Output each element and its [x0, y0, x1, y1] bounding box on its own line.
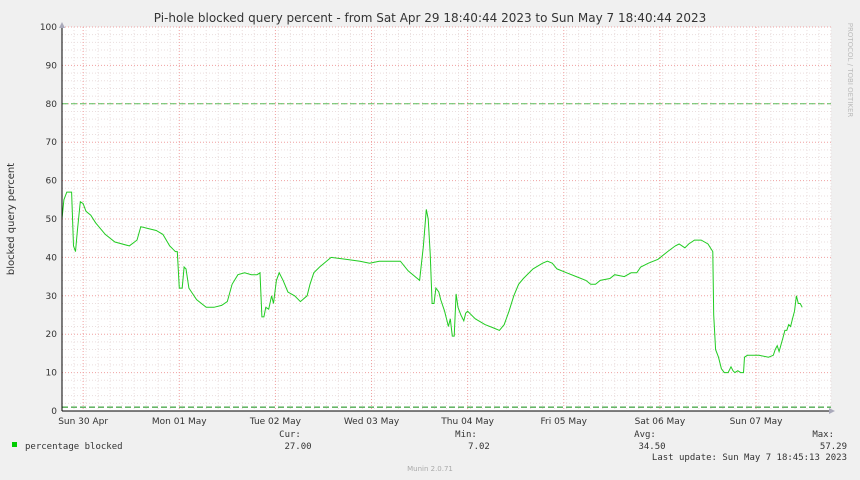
x-tick-label: Thu 04 May: [440, 417, 494, 427]
y-tick-label: 10: [46, 369, 58, 379]
y-tick-label: 70: [46, 138, 58, 148]
legend-swatch: [12, 442, 17, 447]
chart-title: Pi-hole blocked query percent - from Sat…: [154, 11, 707, 25]
y-axis-ticks: 0 10 20 30 40 50 60 70 80 90 100: [40, 23, 57, 417]
y-tick-label: 20: [46, 330, 58, 340]
y-tick-label: 30: [46, 292, 58, 302]
x-tick-label: Fri 05 May: [541, 417, 588, 427]
x-tick-label: Sat 06 May: [635, 417, 686, 427]
threshold-lines: [62, 103, 831, 408]
legend-min-header: Min:: [455, 430, 477, 440]
legend-avg-header: Avg:: [634, 430, 656, 440]
y-tick-label: 50: [46, 215, 58, 225]
series-line-percentage-blocked: [61, 191, 803, 374]
legend-label: percentage blocked: [25, 442, 123, 452]
legend-cur-value: 27.00: [284, 442, 311, 452]
x-tick-label: Tue 02 May: [249, 417, 302, 427]
y-tick-label: 80: [46, 100, 58, 110]
legend-max-header: Max:: [812, 430, 834, 440]
x-tick-label: Sun 30 Apr: [58, 417, 108, 427]
legend-avg-value: 34.50: [638, 442, 665, 452]
grid-lines: [61, 26, 832, 411]
y-axis-arrow-icon: [59, 22, 65, 28]
x-tick-label: Wed 03 May: [344, 417, 400, 427]
y-tick-label: 40: [46, 253, 58, 263]
legend-max-value: 57.29: [820, 442, 847, 452]
y-axis-label: blocked query percent: [6, 163, 17, 275]
y-tick-label: 60: [46, 177, 58, 187]
x-axis-ticks: Sun 30 Apr Mon 01 May Tue 02 May Wed 03 May…: [58, 417, 783, 427]
last-update: Last update: Sun May 7 18:45:13 2023: [652, 453, 847, 463]
y-tick-label: 100: [40, 23, 57, 33]
munin-version-footer: Munin 2.0.71: [407, 465, 453, 473]
side-credit-label: PROTOCOL / TOBI OETIKER: [846, 23, 854, 118]
legend-cur-header: Cur:: [279, 430, 301, 440]
x-tick-label: Sun 07 May: [730, 417, 784, 427]
y-tick-label: 90: [46, 61, 58, 71]
x-tick-label: Mon 01 May: [152, 417, 207, 427]
legend-min-value: 7.02: [468, 442, 490, 452]
x-axis-arrow-icon: [829, 408, 835, 414]
y-tick-label: 0: [51, 407, 57, 417]
